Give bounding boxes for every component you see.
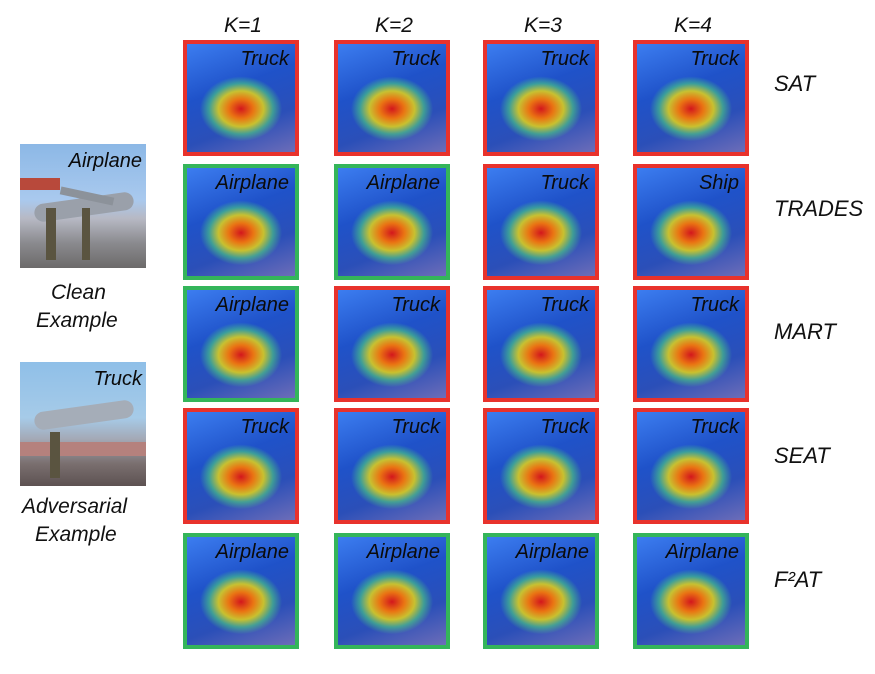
heatmap-tile: Truck bbox=[633, 286, 749, 402]
column-header-k3: K=3 bbox=[524, 14, 562, 37]
heatmap-overlay bbox=[338, 537, 446, 645]
heatmap-tile: Truck bbox=[633, 40, 749, 156]
heatmap-tile: Airplane bbox=[633, 533, 749, 649]
prediction-label: Airplane bbox=[215, 172, 289, 194]
heatmap-overlay bbox=[338, 412, 446, 520]
heatmap-overlay bbox=[338, 44, 446, 152]
clean-example-tag: Airplane bbox=[68, 150, 142, 172]
adversarial-caption-line2: Example bbox=[35, 523, 117, 546]
heatmap-tile: Airplane bbox=[483, 533, 599, 649]
heatmap-tile: Truck bbox=[183, 408, 299, 524]
adversarial-image-band bbox=[20, 442, 146, 456]
heatmap-overlay bbox=[487, 412, 595, 520]
row-label-sat: SAT bbox=[774, 71, 816, 96]
heatmap-overlay bbox=[637, 44, 745, 152]
row-label-mart: MART bbox=[774, 319, 836, 344]
heatmap-overlay bbox=[187, 290, 295, 398]
prediction-label: Ship bbox=[698, 172, 739, 194]
heatmap-tile: Truck bbox=[334, 286, 450, 402]
prediction-label: Truck bbox=[540, 48, 589, 70]
heatmap-tile: Truck bbox=[483, 164, 599, 280]
adversarial-caption-line1: Adversarial bbox=[22, 495, 128, 518]
heatmap-overlay bbox=[637, 537, 745, 645]
heatmap-tile: Truck bbox=[633, 408, 749, 524]
row-label-f2at: F²AT bbox=[774, 567, 822, 592]
adversarial-example-tag: Truck bbox=[93, 368, 142, 390]
heatmap-tile: Airplane bbox=[334, 164, 450, 280]
adversarial-example-image: Truck bbox=[20, 362, 146, 486]
prediction-label: Truck bbox=[690, 416, 739, 438]
prediction-label: Truck bbox=[391, 48, 440, 70]
clean-image-figure bbox=[82, 208, 90, 260]
clean-image-figure bbox=[46, 208, 56, 260]
heatmap-tile: Airplane bbox=[183, 533, 299, 649]
prediction-label: Airplane bbox=[665, 541, 739, 563]
heatmap-tile: Truck bbox=[483, 40, 599, 156]
clean-image-roof bbox=[20, 178, 60, 190]
heatmap-overlay bbox=[487, 537, 595, 645]
clean-caption-line1: Clean bbox=[51, 281, 106, 304]
prediction-label: Truck bbox=[391, 294, 440, 316]
heatmap-tile: Truck bbox=[483, 408, 599, 524]
prediction-label: Truck bbox=[540, 294, 589, 316]
prediction-label: Airplane bbox=[366, 541, 440, 563]
column-header-k4: K=4 bbox=[674, 14, 712, 37]
column-header-k1: K=1 bbox=[224, 14, 262, 37]
heatmap-overlay bbox=[187, 44, 295, 152]
heatmap-tile: Truck bbox=[483, 286, 599, 402]
clean-example-image: Airplane bbox=[20, 144, 146, 268]
prediction-label: Truck bbox=[540, 416, 589, 438]
heatmap-tile: Airplane bbox=[183, 286, 299, 402]
prediction-label: Airplane bbox=[515, 541, 589, 563]
adversarial-image-figure bbox=[50, 432, 60, 478]
heatmap-tile: Truck bbox=[334, 40, 450, 156]
prediction-label: Truck bbox=[690, 48, 739, 70]
column-header-k2: K=2 bbox=[375, 14, 413, 37]
prediction-label: Airplane bbox=[366, 172, 440, 194]
prediction-label: Truck bbox=[391, 416, 440, 438]
row-label-trades: TRADES bbox=[774, 196, 864, 221]
heatmap-tile: Airplane bbox=[334, 533, 450, 649]
heatmap-tile: Truck bbox=[334, 408, 450, 524]
prediction-label: Airplane bbox=[215, 294, 289, 316]
heatmap-overlay bbox=[187, 168, 295, 276]
heatmap-overlay bbox=[338, 290, 446, 398]
heatmap-tile: Airplane bbox=[183, 164, 299, 280]
heatmap-tile: Truck bbox=[183, 40, 299, 156]
prediction-label: Truck bbox=[690, 294, 739, 316]
heatmap-overlay bbox=[187, 412, 295, 520]
heatmap-overlay bbox=[487, 290, 595, 398]
heatmap-overlay bbox=[487, 44, 595, 152]
heatmap-tile: Ship bbox=[633, 164, 749, 280]
heatmap-overlay bbox=[637, 168, 745, 276]
row-label-seat: SEAT bbox=[774, 443, 830, 468]
heatmap-overlay bbox=[637, 412, 745, 520]
heatmap-overlay bbox=[487, 168, 595, 276]
prediction-label: Truck bbox=[540, 172, 589, 194]
heatmap-overlay bbox=[338, 168, 446, 276]
prediction-label: Truck bbox=[240, 48, 289, 70]
heatmap-overlay bbox=[637, 290, 745, 398]
prediction-label: Airplane bbox=[215, 541, 289, 563]
clean-caption-line2: Example bbox=[36, 309, 118, 332]
prediction-label: Truck bbox=[240, 416, 289, 438]
heatmap-overlay bbox=[187, 537, 295, 645]
